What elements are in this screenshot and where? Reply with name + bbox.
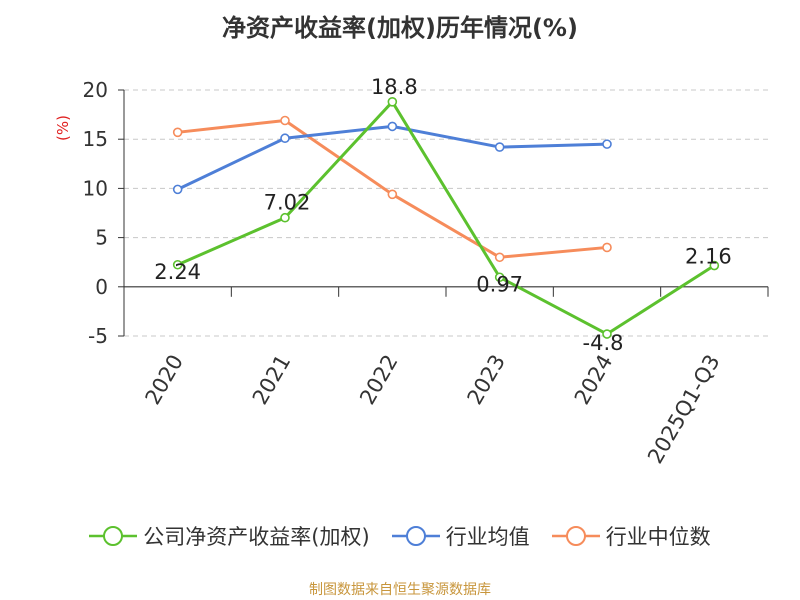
data-label: 7.02 xyxy=(264,191,311,215)
legend-swatch xyxy=(89,526,138,546)
legend-swatch-marker xyxy=(565,526,586,546)
data-point xyxy=(387,189,398,200)
data-point xyxy=(280,115,290,126)
legend-swatch-marker xyxy=(405,526,426,546)
y-tick-label: 10 xyxy=(83,176,108,200)
data-point xyxy=(387,97,398,107)
legend-swatch xyxy=(391,526,440,546)
legend-item: 行业中位数 xyxy=(551,521,711,551)
series-lines xyxy=(172,97,720,339)
data-point xyxy=(494,142,505,152)
data-point xyxy=(602,139,612,149)
data-point xyxy=(602,329,612,339)
y-tick-label: 15 xyxy=(83,127,108,151)
series-line xyxy=(177,100,716,336)
x-tick-label: 2021 xyxy=(248,351,296,409)
x-tick-label: 2020 xyxy=(140,351,188,409)
y-tick-label: -5 xyxy=(88,324,108,348)
source-note: 制图数据来自恒生聚源数据库 xyxy=(309,582,491,598)
y-tick-label: 5 xyxy=(95,226,108,250)
data-point xyxy=(494,252,505,263)
data-point xyxy=(280,133,290,144)
legend-label: 行业中位数 xyxy=(605,525,711,549)
y-axis-label: (%) xyxy=(54,115,72,141)
y-tick-label: 0 xyxy=(95,275,108,299)
data-label: 0.97 xyxy=(476,272,523,296)
legend: 公司净资产收益率(加权) 行业均值 行业中位数 xyxy=(0,520,800,552)
data-point xyxy=(602,242,612,253)
data-point xyxy=(172,259,183,270)
legend-label: 公司净资产收益率(加权) xyxy=(143,525,370,549)
legend-swatch xyxy=(551,526,600,546)
legend-swatch-marker xyxy=(103,526,124,546)
data-point xyxy=(172,184,183,195)
data-point xyxy=(494,272,505,283)
series-line xyxy=(177,124,608,191)
data-point xyxy=(387,121,398,132)
data-label: 2.24 xyxy=(154,260,201,284)
data-point xyxy=(172,127,183,138)
chart-title: 净资产收益率(加权)历年情况(%) xyxy=(222,14,578,42)
data-label: -4.8 xyxy=(583,331,624,355)
data-labels: 2.24 7.02 18.8 0.97 -4.8 2.16 xyxy=(154,75,731,355)
data-point xyxy=(280,212,290,223)
data-label: 2.16 xyxy=(685,245,732,269)
data-label: 18.8 xyxy=(371,75,418,99)
legend-item: 行业均值 xyxy=(391,521,530,551)
legend-label: 行业均值 xyxy=(445,525,530,549)
x-tick-label: 2025Q1-Q3 xyxy=(643,351,725,468)
x-tick-label: 2023 xyxy=(462,351,510,409)
x-tick-label: 2022 xyxy=(355,351,403,409)
data-point xyxy=(709,260,720,271)
y-tick-label: 20 xyxy=(83,78,108,102)
x-tick-label: 2024 xyxy=(570,351,618,409)
legend-item: 公司净资产收益率(加权) xyxy=(89,521,370,551)
